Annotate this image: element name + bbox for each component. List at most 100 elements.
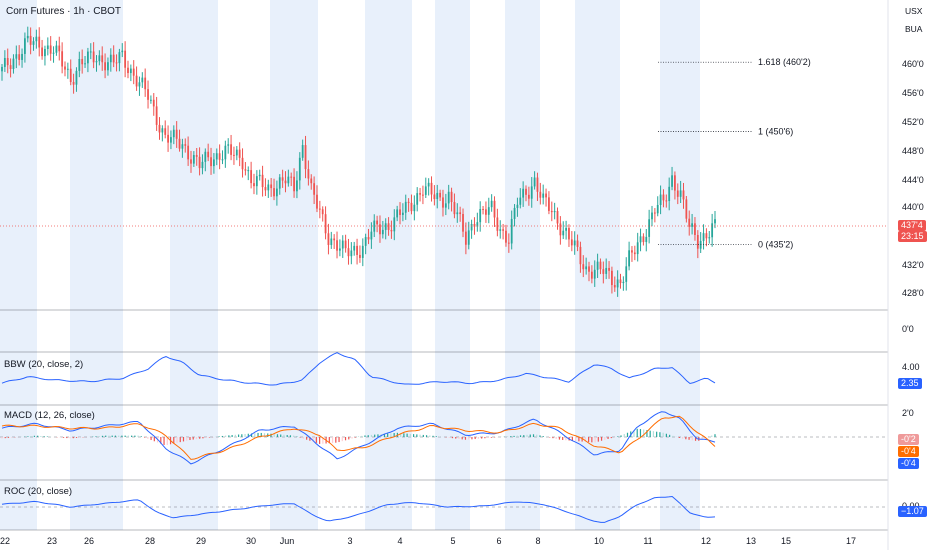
candle-body xyxy=(608,267,610,271)
macd-histogram-bar xyxy=(273,433,275,437)
candle-body xyxy=(559,223,562,236)
macd-histogram-bar xyxy=(552,437,554,439)
macd-histogram-bar xyxy=(536,434,538,437)
macd-histogram-bar xyxy=(588,437,590,443)
candle-body xyxy=(9,65,12,70)
candle-body xyxy=(350,250,353,257)
candle-body xyxy=(98,55,101,62)
macd-histogram-bar xyxy=(516,435,518,437)
macd-histogram-bar xyxy=(293,435,295,437)
bbw-pane: 4.00 xyxy=(1,352,920,386)
candle-body xyxy=(49,45,52,54)
candle-body xyxy=(230,144,232,155)
macd-histogram-bar xyxy=(565,437,567,441)
candle-body xyxy=(399,209,401,215)
candle-body xyxy=(576,240,579,247)
candle-body xyxy=(662,194,665,201)
candle-body xyxy=(41,47,43,57)
macd-histogram-bar xyxy=(694,437,697,441)
candle-body xyxy=(190,159,192,164)
currency-button[interactable]: USX xyxy=(905,6,923,16)
candle-body xyxy=(542,193,545,198)
macd-histogram-bar xyxy=(607,437,609,439)
signal-line xyxy=(1,415,716,460)
macd-histogram-bar xyxy=(665,433,667,437)
candle-body xyxy=(588,266,590,272)
session-band xyxy=(70,0,123,530)
macd-histogram-bar xyxy=(636,428,638,437)
candle-body xyxy=(313,183,316,195)
candle-body xyxy=(132,68,135,76)
macd-histogram-bar xyxy=(234,434,236,437)
macd-histogram-bar xyxy=(95,436,97,437)
candle-body xyxy=(55,45,58,53)
macd-histogram-bar xyxy=(474,437,476,440)
candle-body xyxy=(101,55,104,63)
candle-body xyxy=(336,240,338,251)
candle-body xyxy=(81,58,84,65)
macd-histogram-bar xyxy=(419,434,421,437)
macd-histogram-bar xyxy=(225,435,227,437)
candle-body xyxy=(502,229,505,231)
candle-body xyxy=(52,52,55,54)
macd-histogram-bar xyxy=(137,435,139,437)
roc-title[interactable]: ROC (20, close) xyxy=(4,486,73,497)
candle-body xyxy=(46,45,49,49)
macd-histogram-bar xyxy=(659,432,661,437)
macd-histogram-bar xyxy=(578,437,580,442)
candle-body xyxy=(370,231,373,240)
candle-body xyxy=(87,51,89,64)
candle-body xyxy=(456,212,459,215)
candle-body xyxy=(118,52,121,64)
macd-histogram-bar xyxy=(59,437,61,438)
candle-body xyxy=(473,223,476,227)
candle-body xyxy=(568,228,570,240)
candle-body xyxy=(373,220,376,232)
candle-body xyxy=(296,180,298,192)
macd-histogram-bar xyxy=(532,434,535,437)
candle-body xyxy=(384,223,387,230)
macd-histogram-bar xyxy=(370,434,373,437)
macd-title[interactable]: MACD (12, 26, close) xyxy=(4,410,95,421)
time-tick: 5 xyxy=(450,536,455,546)
candle-body xyxy=(253,183,255,187)
candle-body xyxy=(304,145,307,170)
time-tick: 15 xyxy=(781,536,791,546)
fibonacci-levels: 1.618 (460'2) 1 (450'6) 0 (435'2) xyxy=(658,57,811,250)
session-band xyxy=(365,0,412,530)
candle-body xyxy=(244,169,247,171)
macd-histogram-bar xyxy=(118,435,120,437)
chart-title: Corn Futures · 1h · CBOT xyxy=(6,6,122,17)
candle-body xyxy=(424,186,427,195)
candle-body xyxy=(619,279,622,284)
macd-histogram-bar xyxy=(387,433,389,437)
unit-button[interactable]: BUA xyxy=(905,24,923,34)
candle-body xyxy=(58,45,61,52)
macd-histogram-bar xyxy=(348,437,350,440)
fib-label: 0 (435'2) xyxy=(758,240,793,250)
candle-body xyxy=(585,266,588,270)
macd-histogram-bar xyxy=(412,434,415,437)
macd-histogram-bar xyxy=(481,437,483,439)
candle-body xyxy=(261,174,264,188)
macd-histogram-bar xyxy=(328,437,330,444)
macd-histogram-bar xyxy=(678,437,680,438)
candle-body xyxy=(556,211,559,224)
macd-histogram-bar xyxy=(11,437,13,438)
bbw-title[interactable]: BBW (20, close, 2) xyxy=(4,359,84,370)
candle-body xyxy=(387,223,390,230)
time-tick: 17 xyxy=(846,536,856,546)
macd-histogram-bar xyxy=(403,433,405,437)
macd-histogram-bar xyxy=(510,436,512,437)
macd-histogram-bar xyxy=(312,437,314,442)
time-tick: 3 xyxy=(347,536,352,546)
macd-histogram-bar xyxy=(237,434,240,437)
candle-body xyxy=(410,202,413,212)
candle-body xyxy=(324,214,327,234)
candle-body xyxy=(464,231,467,245)
candle-body xyxy=(278,177,281,189)
candle-body xyxy=(390,229,393,232)
candle-body xyxy=(525,188,527,195)
macd-histogram-bar xyxy=(468,437,470,440)
